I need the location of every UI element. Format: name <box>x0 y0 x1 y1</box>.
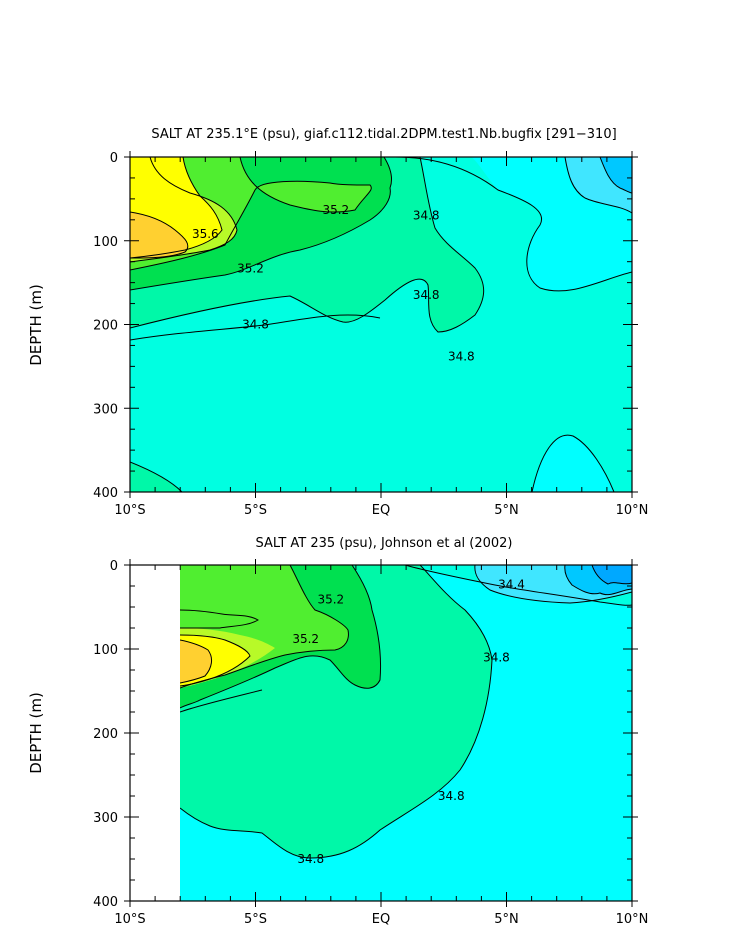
contour-label: 35.2 <box>317 592 344 606</box>
panel-bottom-contour-fill <box>180 565 632 901</box>
panel-top-axes: 10°S 5°S EQ 5°N 10°N 0 100 200 300 400 <box>93 151 648 518</box>
contour-label: 34.4 <box>498 577 525 591</box>
panel-top: SALT AT 235.1°E (psu), giaf.c112.tidal.2… <box>27 127 648 518</box>
x-tick-label: 10°S <box>114 912 145 927</box>
y-tick-label: 0 <box>110 559 118 574</box>
y-tick-label: 200 <box>93 319 118 334</box>
contour-label: 35.2 <box>292 632 319 646</box>
band-34.2 <box>600 157 632 193</box>
y-tick-label: 300 <box>93 402 118 417</box>
band-34.0 <box>592 565 632 584</box>
panel-top-contour-fill <box>130 157 632 492</box>
band-36.0 <box>130 212 188 258</box>
x-tick-label: 5°S <box>244 912 267 927</box>
band-34.6 <box>395 157 632 492</box>
x-tick-label: EQ <box>372 912 390 927</box>
contour-label: 34.8 <box>448 349 475 363</box>
contour-label: 34.8 <box>483 650 510 664</box>
contour-label: 34.8 <box>413 288 440 302</box>
panel-bottom: SALT AT 235 (psu), Johnson et al (2002) <box>27 536 648 927</box>
panel-bottom-ylabel: DEPTH (m) <box>27 692 45 774</box>
y-tick-label: 100 <box>93 235 118 250</box>
x-tick-label: 10°N <box>616 912 649 927</box>
contour-label: 34.8 <box>413 209 440 223</box>
contour-label: 34.8 <box>438 789 465 803</box>
contour-label: 34.8 <box>297 852 324 866</box>
contour-label: 35.2 <box>322 203 349 217</box>
contour-label: 34.8 <box>242 318 269 332</box>
panel-top-ylabel: DEPTH (m) <box>27 284 45 366</box>
panel-top-contour-labels: 35.6 35.2 35.2 34.8 34.8 34.8 34.8 <box>192 203 475 364</box>
y-tick-label: 300 <box>93 811 118 826</box>
panel-top-contour-lines <box>130 157 632 492</box>
x-tick-label: 10°S <box>114 503 145 518</box>
x-tick-label: 5°N <box>494 503 519 518</box>
panel-bottom-contour-lines <box>180 565 632 859</box>
y-tick-label: 0 <box>110 151 118 166</box>
y-tick-label: 100 <box>93 643 118 658</box>
x-tick-label: 5°N <box>494 912 519 927</box>
x-tick-label: 10°N <box>616 503 649 518</box>
panel-bottom-axes: 10°S 5°S EQ 5°N 10°N 0 100 200 300 400 <box>93 559 648 927</box>
panel-bottom-contour-labels: 35.2 35.2 34.4 34.8 34.8 34.8 <box>292 577 525 866</box>
x-tick-label: EQ <box>372 503 390 518</box>
band-36.0 <box>180 640 212 683</box>
panel-top-title: SALT AT 235.1°E (psu), giaf.c112.tidal.2… <box>151 127 616 142</box>
y-tick-label: 400 <box>93 486 118 501</box>
contour-label: 35.6 <box>192 227 219 241</box>
y-tick-label: 400 <box>93 895 118 910</box>
x-tick-label: 5°S <box>244 503 267 518</box>
contour-label: 35.2 <box>237 261 264 275</box>
panel-bottom-title: SALT AT 235 (psu), Johnson et al (2002) <box>255 536 512 551</box>
y-tick-label: 200 <box>93 727 118 742</box>
